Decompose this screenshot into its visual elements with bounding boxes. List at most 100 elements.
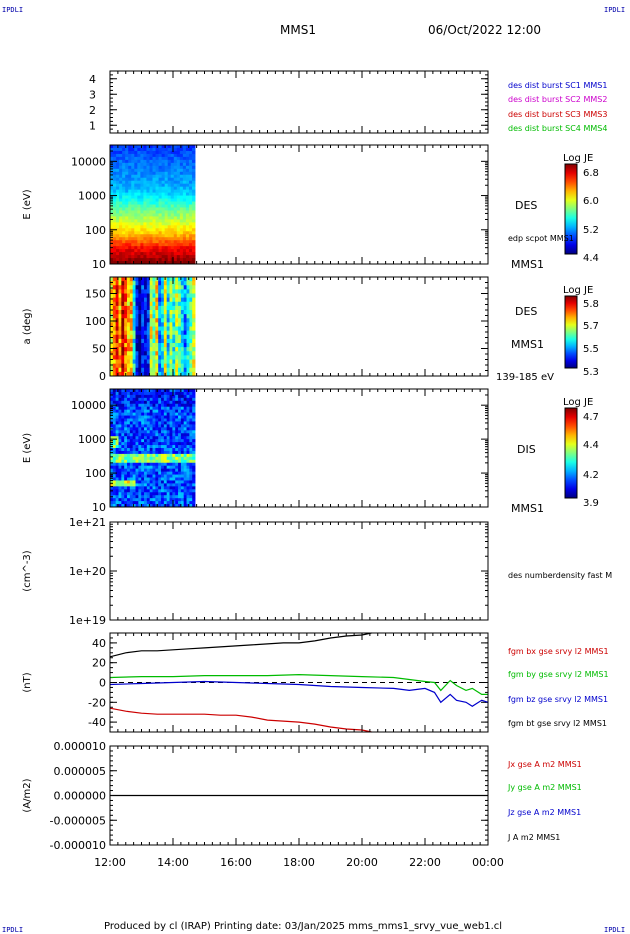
spectrogram-cell [178,367,182,373]
y-tick-label: 10 [92,258,106,271]
spectrogram-cell [173,246,178,250]
spectrogram-cell [110,459,114,464]
spectrogram-cell [119,261,123,265]
spectrogram-cell [158,459,162,464]
legend-entry: J A m2 MMS1 [507,833,560,842]
spectrogram-cell [132,477,136,481]
spectrogram-cell [179,252,184,256]
spectrogram-cell [144,391,148,396]
spectrogram-cell [180,409,185,413]
spectrogram-cell [155,456,159,461]
spectrogram-cell [166,347,170,352]
spectrogram-cell [112,305,117,311]
spectrogram-cell [169,293,173,299]
spectrogram-cell [182,219,187,223]
spectrogram-cell [185,249,190,253]
spectrogram-cell [113,150,117,155]
spectrogram-cell [161,177,166,182]
spectrogram-cell [115,424,119,428]
spectrogram-cell [175,442,179,446]
spectrogram-cell [182,145,187,149]
spectrogram-cell [134,198,138,202]
spectrogram-cell [178,394,182,399]
spectrogram-cell [152,465,156,470]
spectrogram-cell [112,489,117,493]
spectrogram-cell [178,498,182,502]
spectrogram-cell [134,171,138,176]
spectrogram-cell [128,243,132,247]
spectrogram-cell [161,171,166,176]
spectrogram-cell [129,338,134,344]
spectrogram-cell [149,480,153,484]
spectrogram-cell [115,355,119,360]
spectrogram-cell [188,240,193,244]
spectrogram-cell [141,310,145,315]
spectrogram-cell [180,389,185,393]
spectrogram-cell [140,222,144,226]
spectrogram-cell [158,415,162,419]
spectrogram-cell [122,145,126,149]
spectrogram-cell [110,343,114,348]
spectrogram-cell [172,442,176,446]
spectrogram-cell [158,305,162,311]
spectrogram-cell [178,427,182,431]
spectrogram-cell [155,394,159,399]
spectrogram-cell [138,400,142,405]
spectrogram-cell [166,498,170,502]
spectrogram-cell [182,261,187,265]
spectrogram-cell [144,367,148,373]
spectrogram-cell [158,246,163,250]
spectrogram-cell [161,371,165,377]
spectrogram-cell [149,255,153,259]
spectrogram-cell [138,495,142,499]
spectrogram-cell [188,174,193,179]
spectrogram-cell [149,310,153,315]
spectrogram-cell [169,450,173,455]
spectrogram-cell [116,213,120,217]
spectrogram-cell [131,240,135,244]
spectrogram-cell [183,363,187,369]
spectrogram-cell [155,501,159,505]
spectrogram-cell [129,400,134,405]
spectrogram-cell [125,174,129,179]
spectrogram-cell [161,249,166,253]
spectrogram-cell [180,480,185,484]
spectrogram-cell [115,465,119,470]
spectrogram-cell [173,162,178,167]
spectrogram-cell [125,258,129,262]
spectrogram-cell [178,474,182,478]
spectrogram-cell [125,171,129,176]
spectrogram-cell [158,483,162,487]
spectrogram-cell [135,394,139,399]
spectrogram-cell [180,281,185,286]
spectrogram-cell [121,433,125,437]
spectrogram-cell [137,213,141,217]
spectrogram-cell [144,480,148,484]
spectrogram-cell [116,159,120,164]
spectrogram-cell [179,246,184,250]
y-axis-label: (nT) [22,672,33,692]
spectrogram-cell [119,249,123,253]
spectrogram-cell [178,453,182,458]
spectrogram-cell [141,403,145,408]
spectrogram-cell [182,225,187,229]
spectrogram-cell [135,355,139,360]
spectrogram-cell [141,474,145,478]
spectrogram-cell [132,495,136,499]
spectrogram-cell [178,468,182,472]
time-tick-label: 22:00 [409,856,441,869]
spectrogram-cell [185,189,190,194]
spectrogram-cell [172,305,176,311]
spectrogram-cell [185,156,190,161]
spectrogram-cell [124,495,128,499]
spectrogram-cell [149,489,153,493]
spectrogram-cell [172,501,176,505]
spectrogram-cell [131,150,135,155]
spectrogram-cell [163,415,168,419]
spectrogram-cell [125,183,129,188]
spectrogram-cell [112,465,117,470]
spectrogram-cell [115,462,119,467]
spectrogram-cell [166,314,170,319]
spectrogram-cell [140,228,144,232]
spectrogram-cell [127,314,131,319]
